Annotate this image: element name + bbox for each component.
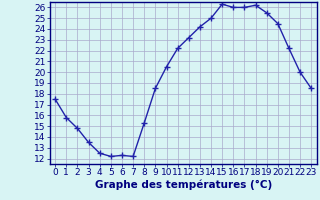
X-axis label: Graphe des températures (°C): Graphe des températures (°C) <box>95 180 272 190</box>
